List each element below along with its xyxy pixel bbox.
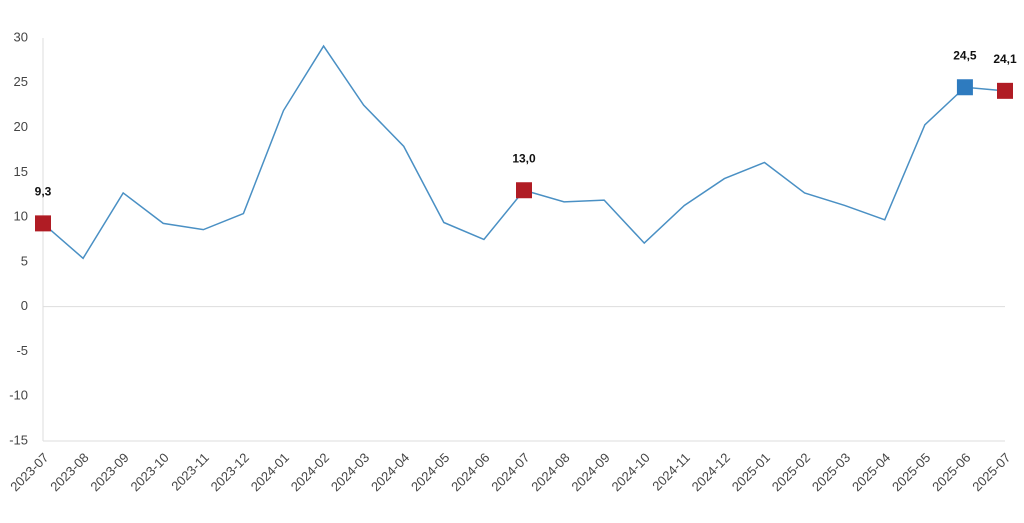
y-tick-label: -15 bbox=[9, 432, 28, 447]
y-tick-label: -5 bbox=[16, 343, 28, 358]
value-label: 13,0 bbox=[512, 151, 536, 165]
x-tick-label: 2024-11 bbox=[649, 450, 693, 494]
marker bbox=[997, 82, 1013, 99]
x-tick-label: 2023-11 bbox=[168, 450, 212, 494]
x-tick-label: 2025-06 bbox=[929, 450, 973, 494]
x-tick-label: 2024-01 bbox=[248, 450, 292, 494]
y-tick-label: 30 bbox=[14, 29, 28, 44]
x-tick-label: 2025-03 bbox=[809, 450, 853, 494]
x-tick-label: 2024-03 bbox=[328, 450, 372, 494]
value-label: 24,1 bbox=[993, 52, 1017, 66]
marker bbox=[516, 182, 532, 199]
x-tick-label: 2024-08 bbox=[528, 450, 572, 494]
x-tick-label: 2025-04 bbox=[849, 450, 893, 494]
y-tick-label: 25 bbox=[14, 74, 28, 89]
y-tick-label: -10 bbox=[9, 388, 28, 403]
x-tick-label: 2024-06 bbox=[448, 450, 492, 494]
x-tick-label: 2025-02 bbox=[769, 450, 813, 494]
y-tick-label: 5 bbox=[21, 253, 28, 268]
x-tick-label: 2024-12 bbox=[689, 450, 733, 494]
x-tick-label: 2025-07 bbox=[969, 450, 1013, 494]
x-tick-label: 2023-08 bbox=[47, 450, 91, 494]
x-tick-label: 2023-10 bbox=[127, 450, 171, 494]
x-tick-label: 2025-05 bbox=[889, 450, 933, 494]
x-tick-label: 2025-01 bbox=[729, 450, 773, 494]
x-tick-label: 2024-04 bbox=[368, 450, 412, 494]
marker bbox=[35, 215, 51, 232]
y-tick-label: 0 bbox=[21, 298, 28, 313]
y-tick-label: 20 bbox=[14, 119, 28, 134]
y-tick-label: 10 bbox=[14, 209, 28, 224]
x-tick-label: 2023-09 bbox=[87, 450, 131, 494]
value-label: 24,5 bbox=[953, 48, 977, 62]
x-tick-label: 2024-07 bbox=[488, 450, 532, 494]
x-tick-label: 2024-05 bbox=[408, 450, 452, 494]
x-tick-label: 2024-10 bbox=[608, 450, 652, 494]
x-tick-label: 2023-12 bbox=[208, 450, 252, 494]
x-tick-label: 2023-07 bbox=[7, 450, 51, 494]
x-tick-label: 2024-02 bbox=[288, 450, 332, 494]
marker bbox=[956, 79, 973, 96]
value-label: 9,3 bbox=[35, 185, 52, 199]
x-tick-label: 2024-09 bbox=[568, 450, 612, 494]
y-tick-label: 15 bbox=[14, 164, 28, 179]
